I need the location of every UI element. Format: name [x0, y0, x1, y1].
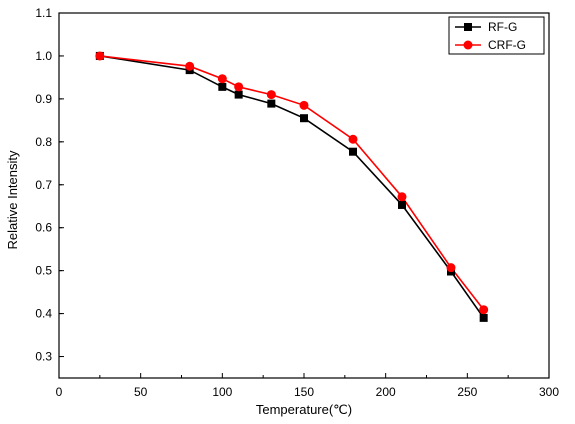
data-point-CRF-G — [217, 74, 227, 84]
data-point-CRF-G — [479, 305, 489, 315]
data-point-CRF-G — [397, 192, 407, 202]
y-tick-label: 0.5 — [35, 264, 52, 278]
series-line-RF-G — [99, 55, 485, 319]
x-tick-label: 50 — [134, 385, 148, 399]
legend-label-CRF-G: CRF-G — [488, 38, 526, 52]
x-tick-label: 0 — [56, 385, 63, 399]
y-tick-label: 0.9 — [35, 92, 52, 106]
data-point-CRF-G — [446, 263, 456, 273]
x-tick-label: 200 — [376, 385, 396, 399]
x-tick-label: 150 — [294, 385, 314, 399]
y-tick-label: 0.3 — [35, 350, 52, 364]
x-tick-label: 250 — [457, 385, 477, 399]
data-point-RF-G — [349, 147, 357, 156]
y-tick-label: 0.6 — [35, 221, 52, 235]
y-axis-title: Relative Intensity — [5, 150, 20, 249]
data-point-CRF-G — [299, 100, 309, 110]
x-axis-title: Temperature(℃) — [256, 402, 352, 417]
data-point-RF-G — [234, 90, 243, 99]
data-point-CRF-G — [95, 51, 105, 61]
plot-frame — [58, 12, 550, 379]
series-layer — [95, 51, 489, 322]
data-point-CRF-G — [348, 134, 358, 144]
y-axis-ticks: 0.3 0.4 0.5 0.6 0.7 0.8 0.9 1.0 1.1 — [35, 6, 64, 364]
x-tick-label: 100 — [212, 385, 232, 399]
x-axis-ticks: 0 50 100 150 200 250 300 — [56, 373, 559, 399]
legend-marker-CRF-G — [463, 40, 473, 50]
series-line-CRF-G — [99, 55, 485, 311]
data-point-RF-G — [300, 114, 308, 123]
y-tick-label: 0.8 — [35, 135, 52, 149]
y-tick-label: 0.4 — [35, 307, 52, 321]
data-point-RF-G — [218, 82, 227, 91]
legend: RF-G CRF-G — [448, 16, 545, 55]
data-point-RF-G — [398, 200, 406, 209]
data-point-RF-G — [267, 99, 276, 108]
data-point-CRF-G — [185, 61, 195, 71]
data-point-RF-G — [479, 313, 488, 322]
y-tick-label: 1.0 — [35, 49, 52, 63]
legend-label-RF-G: RF-G — [488, 20, 517, 34]
y-tick-label: 1.1 — [35, 6, 52, 20]
data-point-CRF-G — [266, 90, 276, 100]
x-tick-label: 300 — [539, 385, 559, 399]
data-point-CRF-G — [234, 82, 244, 92]
legend-marker-RF-G — [464, 23, 472, 31]
y-tick-label: 0.7 — [35, 178, 52, 192]
